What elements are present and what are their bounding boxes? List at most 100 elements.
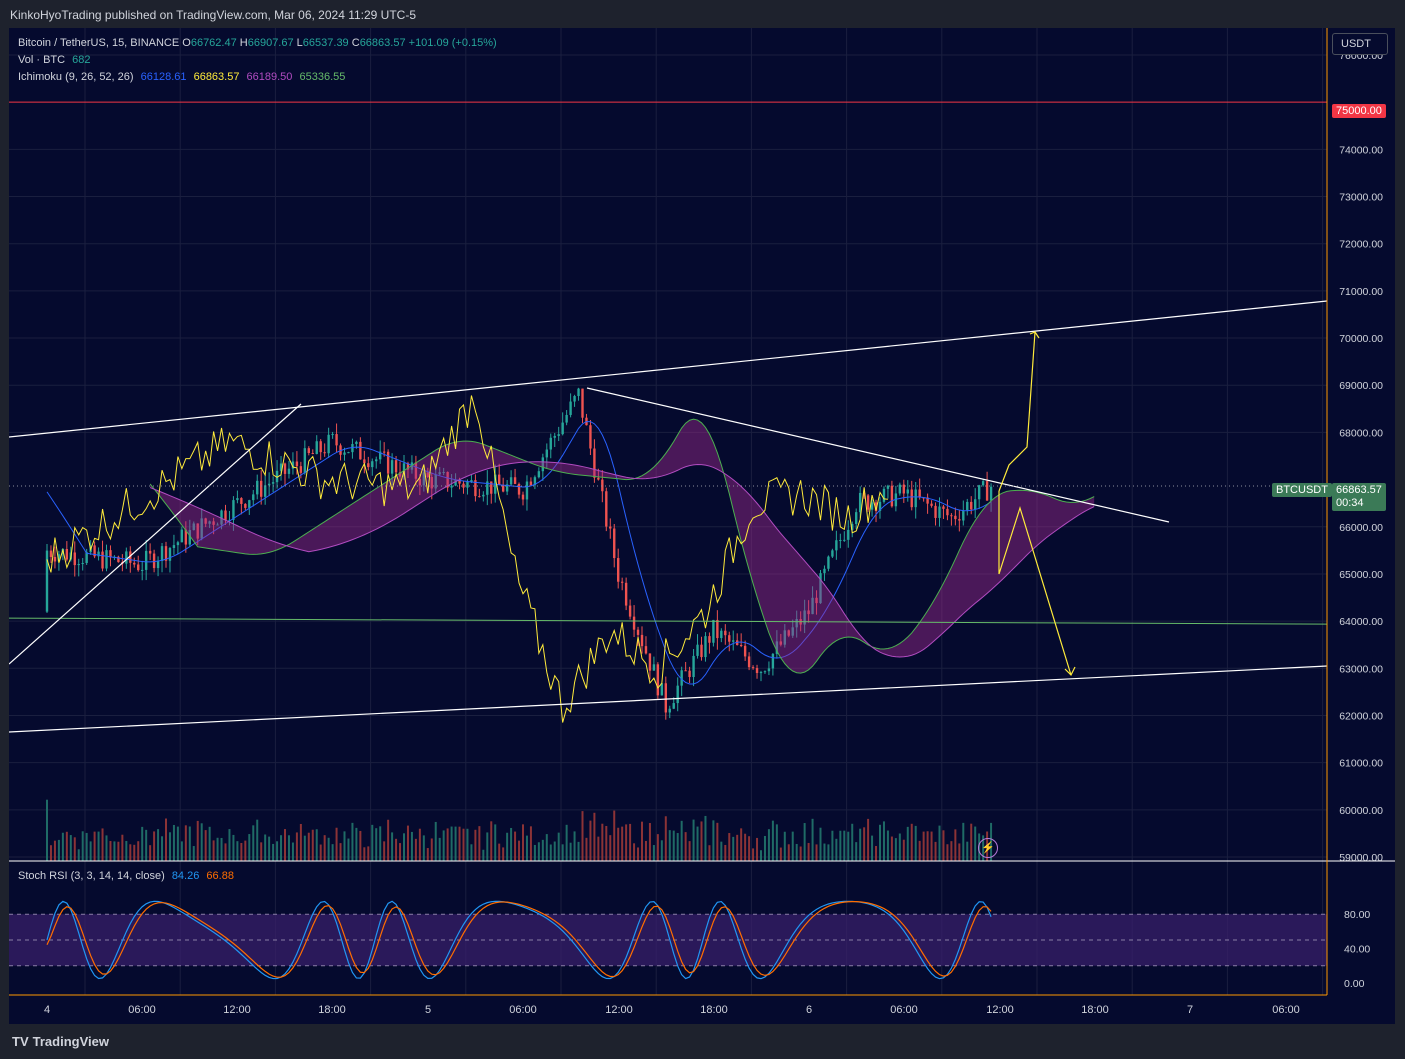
time-tick-label: 06:00 — [890, 1004, 918, 1016]
candle-body — [382, 451, 386, 453]
candle-body — [775, 641, 779, 654]
volume-bar — [728, 833, 731, 861]
time-tick-label: 06:00 — [1272, 1004, 1300, 1016]
candle-body — [914, 489, 917, 508]
volume-bar — [756, 837, 759, 861]
kumo-cloud — [150, 419, 1095, 674]
candle-body — [295, 461, 299, 467]
candle-body — [93, 545, 96, 557]
volume-bar — [859, 828, 862, 861]
volume-bar — [942, 830, 945, 861]
volume-bar — [113, 841, 116, 861]
volume-bar — [525, 835, 528, 861]
candle-body — [347, 452, 350, 454]
candle-body — [323, 452, 326, 454]
volume-bar — [569, 842, 572, 861]
volume-bar — [589, 820, 592, 861]
ichimoku-chikou-value: 66863.57 — [193, 71, 240, 83]
volume-bar — [311, 829, 314, 861]
volume-bar — [783, 831, 786, 861]
rising-support-line — [9, 403, 302, 665]
volume-bar — [216, 837, 219, 861]
volume-bar — [454, 826, 457, 861]
volume-bar — [518, 840, 521, 861]
volume-bar — [61, 832, 64, 861]
candle-body — [57, 554, 61, 562]
symbol-label[interactable]: Bitcoin / TetherUS, 15, BINANCE — [18, 37, 180, 49]
candle-body — [172, 545, 176, 549]
candle-body — [696, 644, 699, 656]
volume-bar — [196, 820, 199, 861]
candle-body — [252, 494, 255, 501]
volume-bar — [77, 849, 80, 861]
volume-bar — [736, 834, 739, 861]
ohlc-key-o: O — [182, 37, 191, 49]
candle-body — [418, 478, 422, 486]
volume-bar — [613, 810, 616, 861]
volume-bar — [395, 838, 398, 861]
candle-body — [553, 435, 556, 438]
volume-bar — [863, 827, 866, 861]
candle-body — [478, 496, 481, 498]
brand-name: TradingView — [32, 1034, 109, 1049]
price-tick-label: 64000.00 — [1339, 616, 1383, 628]
candle-body — [521, 494, 525, 500]
volume-bar — [85, 832, 88, 861]
candle-body — [811, 597, 814, 615]
candle-body — [815, 597, 818, 604]
candle-body — [767, 668, 771, 672]
stoch-label[interactable]: Stoch RSI (3, 3, 14, 14, close) — [18, 870, 165, 882]
volume-bar — [319, 844, 322, 861]
currency-button[interactable]: USDT — [1332, 33, 1388, 55]
tradingview-logo[interactable]: TV TradingView — [12, 1034, 109, 1049]
volume-bar — [597, 836, 600, 861]
time-tick-label: 6 — [806, 1004, 812, 1016]
time-tick-label: 18:00 — [1081, 1004, 1109, 1016]
candle-body — [724, 630, 727, 636]
volume-bar — [486, 832, 489, 861]
volume-bar — [660, 840, 663, 861]
volume-bar — [553, 841, 556, 861]
volume-bar — [680, 820, 683, 861]
candle-body — [648, 653, 652, 671]
candle-body — [434, 474, 437, 489]
chart-svg[interactable]: 76000.0074000.0073000.0072000.0071000.00… — [9, 28, 1395, 1024]
candle-body — [688, 670, 691, 678]
time-axis: 4 06:00 12:00 18:00 5 06:00 12:00 18:00 6 06:00 12… — [9, 994, 1327, 1016]
ichimoku-label[interactable]: Ichimoku (9, 26, 52, 26) — [18, 71, 134, 83]
candle-body — [613, 528, 616, 559]
volume-label[interactable]: Vol · BTC — [18, 54, 66, 66]
volume-bar — [867, 818, 870, 861]
candle-body — [906, 489, 909, 494]
candle-body — [517, 483, 521, 495]
price-tick-label: 73000.00 — [1339, 192, 1383, 204]
candle-body — [232, 500, 235, 520]
price-tick-label: 69000.00 — [1339, 380, 1383, 392]
volume-bar — [97, 831, 100, 861]
stoch-d-value: 66.88 — [206, 870, 234, 882]
candle-body — [668, 708, 671, 713]
candle-body — [898, 484, 902, 494]
bolt-icon[interactable]: ⚡ — [978, 838, 998, 858]
candle-body — [581, 388, 584, 418]
chart-frame[interactable]: 76000.00 74000.00 73000.00 72000.00 71000.00… — [9, 28, 1395, 1024]
volume-bar — [815, 844, 818, 861]
candle-body — [137, 564, 140, 571]
volume-bar — [656, 834, 659, 861]
volume-bar — [406, 825, 409, 861]
price-tick-label: 72000.00 — [1339, 239, 1383, 251]
time-tick-label: 06:00 — [509, 1004, 537, 1016]
volume-bar — [315, 829, 318, 861]
volume-bar — [910, 823, 913, 861]
candle-body — [732, 640, 735, 642]
volume-bar — [129, 844, 132, 861]
volume-bar — [641, 821, 643, 861]
candle-body — [406, 463, 410, 470]
volume-bar — [890, 836, 893, 861]
channel-bottom-line — [9, 665, 1328, 733]
candle-body — [426, 472, 429, 477]
stoch-k-value: 84.26 — [171, 870, 200, 882]
volume-bar — [403, 833, 405, 861]
candle-body — [751, 667, 755, 669]
bar-countdown: 00:34 — [1336, 497, 1364, 509]
